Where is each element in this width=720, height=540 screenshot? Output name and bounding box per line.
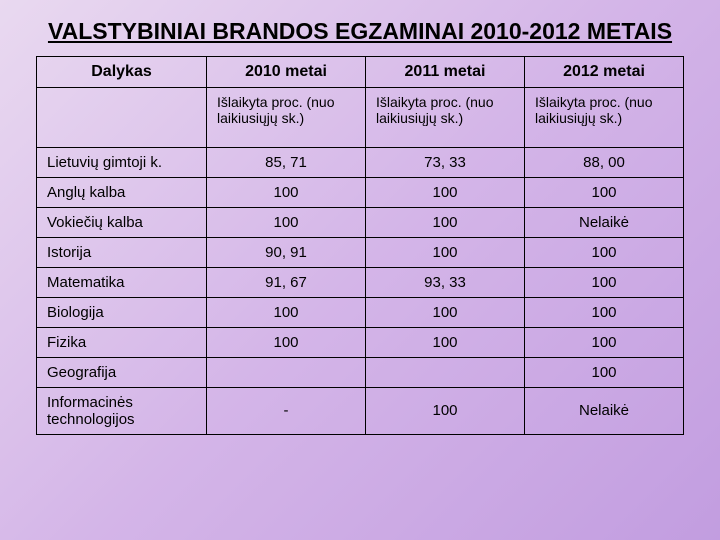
cell-value: 100 bbox=[525, 357, 684, 387]
col-2011: 2011 metai bbox=[366, 56, 525, 87]
table-row: Fizika100100100 bbox=[37, 327, 684, 357]
table-row: Biologija100100100 bbox=[37, 297, 684, 327]
cell-value: 90, 91 bbox=[207, 237, 366, 267]
table-row: Informacinės technologijos-100Nelaikė bbox=[37, 387, 684, 434]
cell-value bbox=[207, 357, 366, 387]
cell-subject: Matematika bbox=[37, 267, 207, 297]
cell-value: 73, 33 bbox=[366, 147, 525, 177]
cell-value: 100 bbox=[207, 297, 366, 327]
cell-value: 100 bbox=[366, 387, 525, 434]
cell-value: 100 bbox=[525, 267, 684, 297]
exams-table: Dalykas 2010 metai 2011 metai 2012 metai… bbox=[36, 56, 684, 435]
cell-value: 100 bbox=[525, 177, 684, 207]
subhead-2011: Išlaikyta proc. (nuo laikiusiųjų sk.) bbox=[366, 87, 525, 147]
cell-value: 100 bbox=[207, 207, 366, 237]
subhead-2012: Išlaikyta proc. (nuo laikiusiųjų sk.) bbox=[525, 87, 684, 147]
subhead-2010: Išlaikyta proc. (nuo laikiusiųjų sk.) bbox=[207, 87, 366, 147]
cell-subject: Vokiečių kalba bbox=[37, 207, 207, 237]
cell-subject: Istorija bbox=[37, 237, 207, 267]
cell-value: 93, 33 bbox=[366, 267, 525, 297]
cell-value: - bbox=[207, 387, 366, 434]
col-2010: 2010 metai bbox=[207, 56, 366, 87]
cell-subject: Informacinės technologijos bbox=[37, 387, 207, 434]
cell-subject: Lietuvių gimtoji k. bbox=[37, 147, 207, 177]
col-subject: Dalykas bbox=[37, 56, 207, 87]
cell-subject: Biologija bbox=[37, 297, 207, 327]
cell-value: 100 bbox=[525, 297, 684, 327]
cell-value: 100 bbox=[525, 237, 684, 267]
cell-value: 100 bbox=[366, 327, 525, 357]
table-row: Geografija 100 bbox=[37, 357, 684, 387]
cell-value: 100 bbox=[207, 327, 366, 357]
cell-value: 100 bbox=[366, 237, 525, 267]
cell-value: 85, 71 bbox=[207, 147, 366, 177]
cell-subject: Geografija bbox=[37, 357, 207, 387]
cell-value: 100 bbox=[366, 207, 525, 237]
table-row: Matematika91, 6793, 33100 bbox=[37, 267, 684, 297]
table-row: Lietuvių gimtoji k.85, 7173, 3388, 00 bbox=[37, 147, 684, 177]
subhead-subject bbox=[37, 87, 207, 147]
cell-subject: Anglų kalba bbox=[37, 177, 207, 207]
cell-value: 88, 00 bbox=[525, 147, 684, 177]
table-header-row: Dalykas 2010 metai 2011 metai 2012 metai bbox=[37, 56, 684, 87]
cell-value: 91, 67 bbox=[207, 267, 366, 297]
cell-subject: Fizika bbox=[37, 327, 207, 357]
table-subheader-row: Išlaikyta proc. (nuo laikiusiųjų sk.) Iš… bbox=[37, 87, 684, 147]
cell-value: Nelaikė bbox=[525, 387, 684, 434]
cell-value: 100 bbox=[366, 297, 525, 327]
cell-value: 100 bbox=[525, 327, 684, 357]
cell-value: 100 bbox=[366, 177, 525, 207]
table-row: Istorija90, 91100100 bbox=[37, 237, 684, 267]
cell-value: 100 bbox=[207, 177, 366, 207]
page-title: VALSTYBINIAI BRANDOS EGZAMINAI 2010-2012… bbox=[36, 18, 684, 46]
table-row: Anglų kalba100100100 bbox=[37, 177, 684, 207]
table-row: Vokiečių kalba100100Nelaikė bbox=[37, 207, 684, 237]
cell-value: Nelaikė bbox=[525, 207, 684, 237]
cell-value bbox=[366, 357, 525, 387]
col-2012: 2012 metai bbox=[525, 56, 684, 87]
